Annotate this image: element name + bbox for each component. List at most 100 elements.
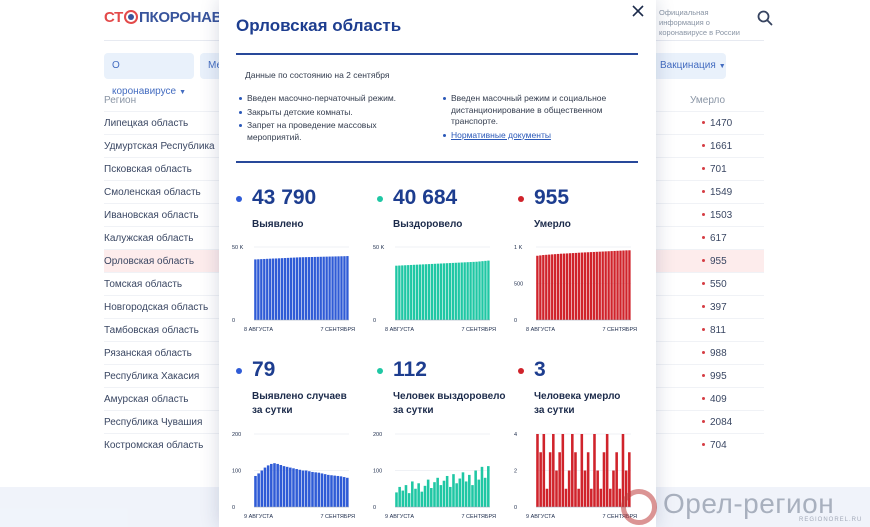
chart-bar bbox=[292, 257, 296, 320]
row-region-name: Амурская область bbox=[104, 394, 189, 405]
chart-bar bbox=[273, 463, 276, 507]
chart-bar bbox=[298, 469, 302, 507]
chart-bar bbox=[609, 488, 612, 507]
chart-bar bbox=[301, 257, 305, 320]
stat-value: 955 bbox=[534, 186, 570, 209]
chart-bar bbox=[475, 261, 478, 320]
chart-bar bbox=[621, 434, 625, 507]
chart-bar bbox=[319, 256, 322, 320]
chart-bar bbox=[596, 470, 599, 507]
chart-bar bbox=[478, 261, 481, 320]
chart-bar bbox=[481, 261, 484, 320]
chart-bar bbox=[433, 482, 436, 507]
chart-bar bbox=[424, 264, 428, 320]
row-region-name: Рязанская область bbox=[104, 348, 192, 359]
chart-bar bbox=[601, 251, 604, 320]
chart-bar bbox=[340, 256, 343, 320]
stat-dot bbox=[377, 368, 383, 374]
stat-value: 3 bbox=[534, 358, 546, 381]
chart-bar bbox=[404, 485, 408, 507]
nav-measures[interactable]: Ме bbox=[200, 53, 222, 79]
chart-bar bbox=[458, 478, 462, 507]
row-died-value: 1503 bbox=[702, 210, 732, 221]
chart-bar bbox=[624, 470, 628, 507]
chart-x-start-label: 9 АВГУСТА bbox=[526, 514, 555, 520]
measures-list-right: Введен масочный режим и социальное диста… bbox=[442, 93, 632, 143]
chart-bar bbox=[599, 488, 603, 507]
stat-dot bbox=[377, 196, 383, 202]
chart-bar bbox=[548, 254, 551, 320]
row-region-name: Липецкая область bbox=[104, 118, 189, 129]
chart-bar bbox=[564, 488, 568, 507]
chart-bar bbox=[407, 493, 411, 507]
chart-bar bbox=[455, 483, 458, 507]
chart-bar bbox=[471, 485, 474, 507]
stat-label: Выявлено случаев за сутки bbox=[252, 391, 347, 416]
chart-bar bbox=[586, 452, 590, 507]
chart-bar bbox=[542, 434, 546, 507]
chart-bar bbox=[607, 251, 610, 320]
chart-bar bbox=[463, 262, 466, 320]
chart-bar bbox=[401, 265, 404, 320]
chart-bar bbox=[595, 251, 598, 320]
column-header-region[interactable]: Регион bbox=[104, 95, 137, 106]
chart-bar bbox=[433, 263, 437, 320]
search-icon[interactable] bbox=[756, 9, 774, 27]
chart-y-tick-label: 50 K bbox=[373, 245, 385, 251]
chart-bar bbox=[417, 483, 420, 507]
chart-bar bbox=[334, 256, 337, 320]
virus-logo-icon bbox=[124, 10, 139, 24]
chart-bar bbox=[554, 254, 557, 320]
chart-bar bbox=[461, 472, 465, 507]
chart-bar bbox=[539, 452, 542, 507]
chart-x-end-label: 7 СЕНТЯБРЯ bbox=[320, 327, 355, 333]
chart-y-tick-label: 0 bbox=[232, 505, 235, 511]
chart-bar bbox=[583, 252, 587, 320]
chart-bar bbox=[426, 479, 430, 507]
chart-x-start-label: 8 АВГУСТА bbox=[385, 327, 414, 333]
row-died-value: 617 bbox=[702, 233, 727, 244]
chart-bar bbox=[316, 256, 319, 320]
chart-bar bbox=[430, 488, 433, 507]
chart-bar bbox=[577, 252, 581, 320]
site-logo[interactable]: СТ ПКОРОНАВИ bbox=[104, 9, 233, 26]
chart-bar bbox=[311, 471, 314, 507]
chart-bar bbox=[310, 257, 313, 320]
row-died-value: 409 bbox=[702, 394, 727, 405]
chart-bar bbox=[536, 255, 539, 320]
chart-bar bbox=[451, 262, 454, 320]
chart-bar bbox=[415, 264, 419, 320]
chart-bar bbox=[628, 250, 631, 320]
chart-bar bbox=[593, 434, 596, 507]
stat-dot bbox=[518, 196, 524, 202]
row-died-value: 995 bbox=[702, 371, 727, 382]
chart-bar bbox=[480, 466, 484, 507]
chart-bar bbox=[457, 262, 460, 320]
chart-y-tick-label: 200 bbox=[232, 432, 241, 438]
chart-bar bbox=[556, 253, 560, 320]
chart-bar bbox=[285, 466, 289, 507]
chart-bar bbox=[469, 262, 472, 320]
chart-bar bbox=[483, 477, 487, 507]
chart-bar bbox=[536, 434, 539, 507]
chart-bar bbox=[445, 475, 449, 507]
column-header-died[interactable]: Умерло bbox=[690, 95, 726, 106]
nav-about-coronavirus[interactable]: О коронавирусе ▼ bbox=[104, 53, 194, 97]
chart-bar bbox=[590, 488, 593, 507]
chart-bar bbox=[464, 481, 468, 507]
close-icon[interactable] bbox=[629, 2, 647, 20]
chart-y-tick-label: 50 K bbox=[232, 245, 244, 251]
chart-x-start-label: 8 АВГУСТА bbox=[526, 327, 555, 333]
chart-bar bbox=[472, 261, 475, 320]
normative-documents-link[interactable]: Нормативные документы bbox=[451, 129, 551, 140]
stat-label: Выявлено bbox=[252, 219, 304, 230]
chart-bar bbox=[346, 256, 349, 320]
chart-bar bbox=[401, 490, 405, 507]
stat-dot bbox=[236, 368, 242, 374]
nav-vaccination[interactable]: Вакцинация ▼ bbox=[652, 53, 726, 79]
chart-bar bbox=[304, 470, 308, 507]
row-died-value: 704 bbox=[702, 440, 727, 451]
chart-bar bbox=[272, 258, 275, 320]
stat-value: 43 790 bbox=[252, 186, 317, 209]
chart-bar bbox=[270, 463, 273, 507]
